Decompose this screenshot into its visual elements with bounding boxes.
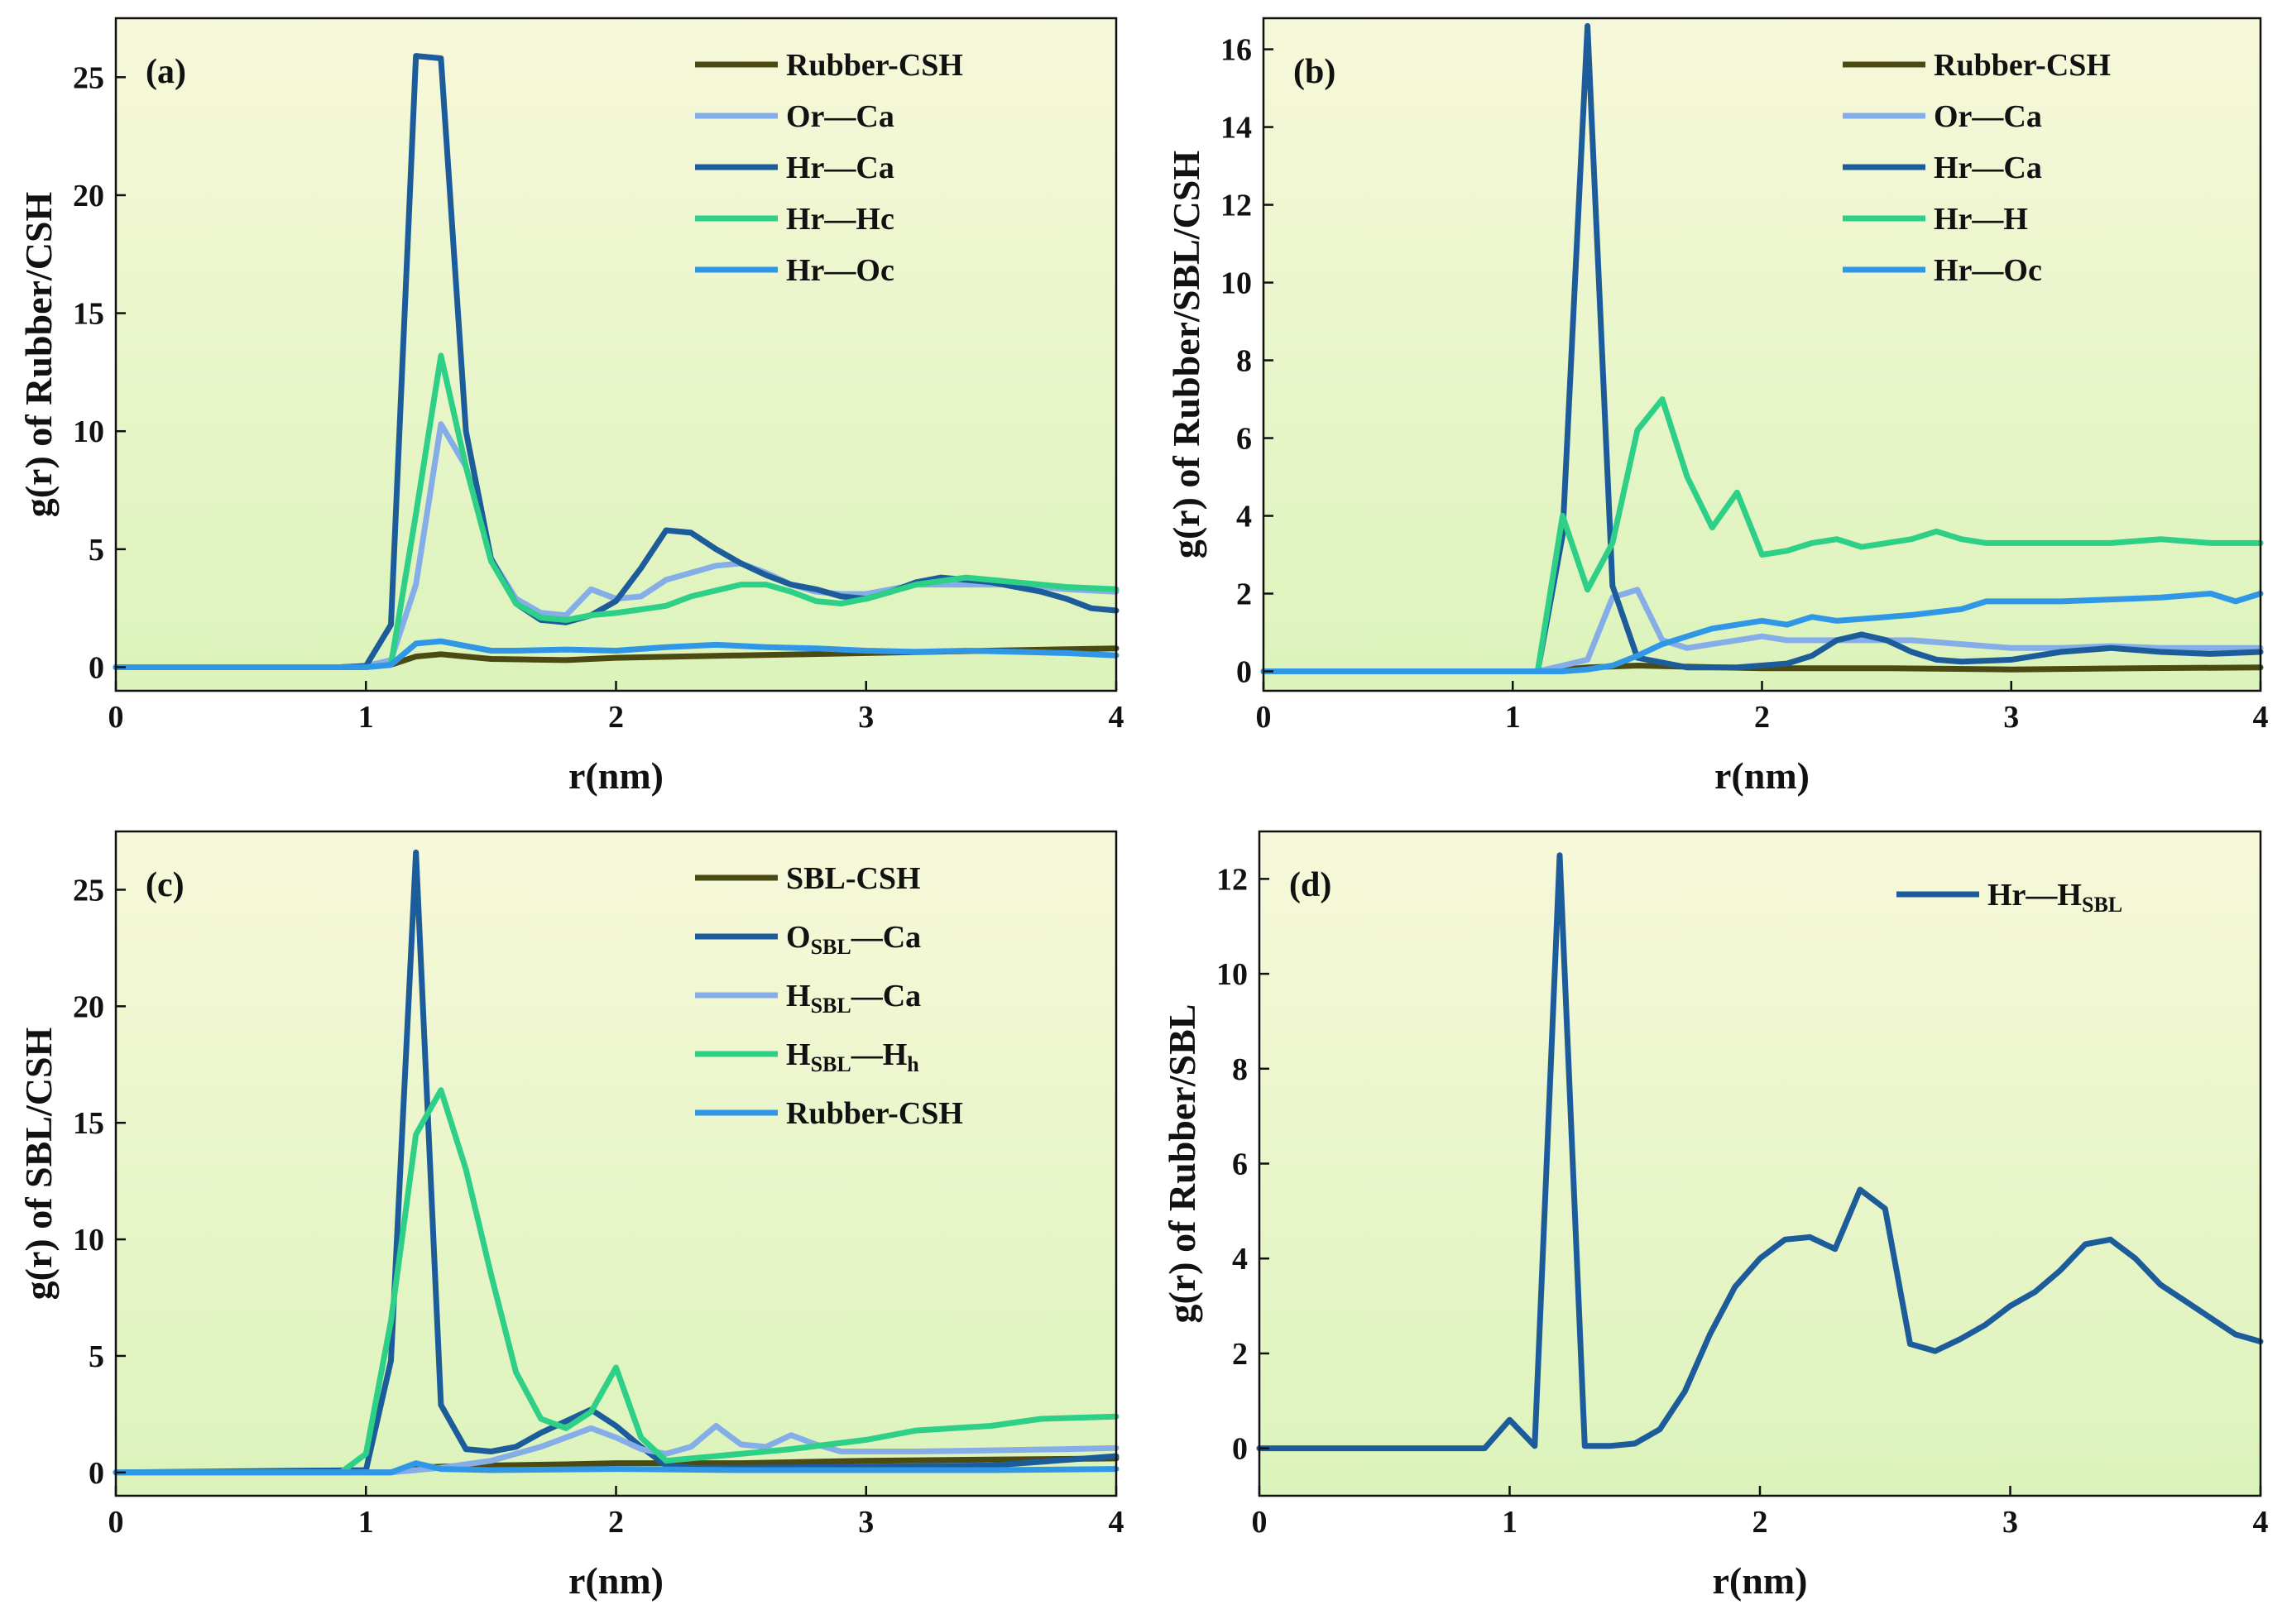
legend: Rubber-CSH Or—Ca Hr—Ca Hr—H Hr—Oc: [1843, 48, 2111, 288]
series-line-1: [1256, 852, 2264, 1452]
x-tick-label: 4: [1109, 1505, 1124, 1540]
y-tick-label: 10: [73, 1223, 104, 1258]
plot-area: [116, 831, 1116, 1496]
legend-label: Or—Ca: [786, 99, 894, 134]
x-tick-label: 4: [2253, 700, 2269, 735]
y-tick-label: 2: [1236, 577, 1252, 612]
y-axis-title: g(r) of SBL/CSH: [17, 1027, 60, 1300]
series-line-3: [1260, 22, 2264, 674]
x-tick-label: 3: [858, 1505, 874, 1540]
y-axis-title: g(r) of Rubber/SBL/CSH: [1165, 151, 1207, 558]
plot-area: [1263, 18, 2261, 691]
legend: Hr—HSBL​: [1896, 878, 2122, 917]
x-tick-label: 3: [858, 700, 874, 735]
y-tick-label: 8: [1236, 344, 1252, 379]
legend-label: Rubber-CSH: [786, 1096, 963, 1131]
chart-panel-a: 0 1 2 3 4 0 5 10 15 20 25 r(nm) g(r) of Rubber/CSH (a…: [17, 17, 1124, 797]
x-tick-label: 2: [1752, 1505, 1768, 1540]
legend-label: SBL-CSH: [786, 861, 921, 896]
legend-label: Hr—Oc: [786, 253, 894, 288]
y-tick-label: 6: [1232, 1147, 1248, 1182]
x-axis-title: r(nm): [1713, 1559, 1808, 1602]
panel-label: (b): [1293, 53, 1335, 91]
series-line-4: [1260, 396, 2264, 674]
x-tick-label: 2: [608, 1505, 624, 1540]
legend-label: Hr—Ca: [1934, 151, 2042, 185]
series-line-5: [1260, 591, 2264, 674]
x-tick-label: 3: [2002, 1505, 2018, 1540]
panel-label: (a): [146, 53, 186, 91]
y-tick-label: 2: [1232, 1337, 1248, 1372]
x-tick-label: 0: [1252, 1505, 1268, 1540]
panel-label: (c): [146, 866, 185, 904]
y-tick-label: 12: [1220, 189, 1252, 223]
x-tick-label: 0: [108, 1505, 124, 1540]
y-tick-label: 5: [89, 1339, 104, 1374]
y-tick-label: 25: [73, 60, 104, 95]
x-tick-label: 4: [2253, 1505, 2269, 1540]
x-tick-label: 1: [358, 700, 374, 735]
y-tick-label: 8: [1232, 1052, 1248, 1087]
x-axis-title: r(nm): [568, 755, 664, 797]
x-tick-label: 3: [2003, 700, 2019, 735]
x-axis-title: r(nm): [1714, 755, 1810, 797]
y-tick-label: 20: [73, 179, 104, 213]
x-tick-label: 1: [1505, 700, 1521, 735]
y-tick-label: 6: [1236, 422, 1252, 457]
y-tick-label: 0: [1236, 655, 1252, 690]
x-tick-label: 0: [108, 700, 124, 735]
chart-panel-c: 0 1 2 3 4 0 5 10 15 20 25 r(nm) g(r) of SBL/CSH (c) SB…: [17, 830, 1124, 1602]
x-axis-title: r(nm): [568, 1559, 664, 1602]
y-tick-label: 0: [89, 1456, 104, 1491]
panel-label: (d): [1289, 866, 1331, 904]
y-tick-label: 10: [1220, 266, 1252, 301]
x-tick-label: 1: [1502, 1505, 1517, 1540]
legend-label: Hr—H: [1934, 202, 2028, 237]
y-tick-label: 16: [1220, 33, 1252, 68]
legend-label: Hr—Ca: [786, 151, 894, 185]
legend-label: HSBL​—Hh​: [786, 1037, 919, 1076]
series-line-5: [113, 638, 1120, 670]
legend-label: Hr—HSBL​: [1987, 878, 2122, 917]
legend-label: HSBL​—Ca: [786, 979, 921, 1018]
y-tick-label: 10: [73, 414, 104, 449]
y-axis-title: g(r) of Rubber/CSH: [17, 192, 60, 518]
y-tick-label: 5: [89, 533, 104, 568]
legend-label: Rubber-CSH: [786, 48, 963, 83]
y-tick-label: 0: [89, 650, 104, 685]
plot-area: [1259, 831, 2261, 1496]
series-line-4: [113, 352, 1120, 670]
x-tick-label: 2: [1754, 700, 1770, 735]
legend-label: Hr—Hc: [786, 202, 894, 237]
x-tick-label: 1: [358, 1505, 374, 1540]
y-tick-label: 10: [1216, 957, 1248, 992]
series-line-5: [113, 1460, 1120, 1476]
x-tick-label: 4: [1109, 700, 1124, 735]
series-line-3: [113, 1423, 1120, 1476]
legend-label: Or—Ca: [1934, 99, 2042, 134]
plot-area: [116, 18, 1116, 691]
legend-label: Hr—Oc: [1934, 253, 2042, 288]
legend-label: Rubber-CSH: [1934, 48, 2111, 83]
x-tick-label: 0: [1256, 700, 1272, 735]
y-tick-label: 12: [1216, 862, 1248, 897]
y-tick-label: 20: [73, 989, 104, 1024]
y-tick-label: 4: [1232, 1242, 1248, 1277]
legend: Rubber-CSH Or—Ca Hr—Ca Hr—Hc Hr—Oc: [695, 48, 963, 288]
y-axis-title: g(r) of Rubber/SBL: [1161, 1004, 1203, 1324]
series-line-4: [113, 1087, 1120, 1476]
y-tick-label: 0: [1232, 1432, 1248, 1467]
x-tick-label: 2: [608, 700, 624, 735]
legend-label: OSBL​—Ca: [786, 920, 921, 959]
y-tick-label: 15: [73, 297, 104, 332]
y-tick-label: 15: [73, 1106, 104, 1141]
y-tick-label: 4: [1236, 500, 1252, 534]
y-tick-label: 25: [73, 873, 104, 908]
y-tick-label: 14: [1220, 111, 1252, 146]
legend: SBL-CSH OSBL​—Ca HSBL​—Ca HSBL​—Hh​ Rubber-C…: [695, 861, 963, 1131]
